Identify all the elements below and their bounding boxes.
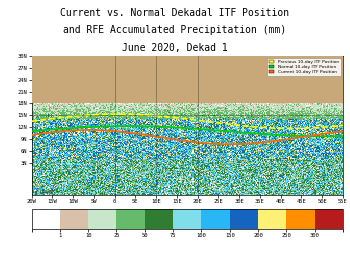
Text: and RFE Accumulated Precipitation (mm): and RFE Accumulated Precipitation (mm) [63, 25, 287, 35]
Legend: Previous 10-day ITF Position, Normal 10-day ITF Position, Current 10-day ITF Pos: Previous 10-day ITF Position, Normal 10-… [267, 58, 341, 76]
Text: June 2020, Dekad 1: June 2020, Dekad 1 [122, 43, 228, 53]
Text: Figure 1: Figure 1 [36, 188, 59, 194]
Text: Current vs. Normal Dekadal ITF Position: Current vs. Normal Dekadal ITF Position [61, 8, 289, 18]
